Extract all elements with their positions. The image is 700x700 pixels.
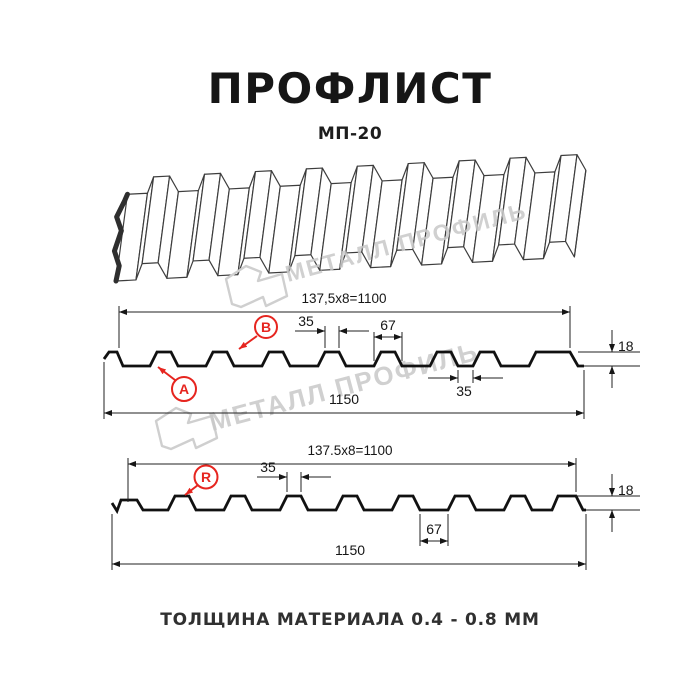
page-subtitle: МП-20: [317, 124, 383, 144]
dim-crest-width-top: 35: [298, 313, 314, 329]
dim-working-width-top: 137,5x8=1100: [302, 291, 387, 306]
point-marker-b: [254, 315, 278, 339]
dim-crest-width-bottom: 35: [260, 459, 276, 475]
dim-overall-width-top: 1150: [329, 391, 359, 407]
profile-section-bottom: 137.5x8=1100 1150 35 67 18 R: [110, 443, 640, 570]
dim-working-width-bottom: 137.5x8=1100: [308, 443, 393, 458]
profile-section-top: 137,5x8=1100 1150 35 67 35 18 A: [102, 291, 640, 419]
watermark-logo-icon: [224, 264, 289, 309]
dim-height-top: 18: [618, 338, 634, 354]
dim-height-bottom: 18: [618, 482, 634, 498]
point-label-r: R: [201, 469, 211, 485]
sheet-right-end-edge: [573, 170, 587, 258]
point-label-a: A: [179, 381, 189, 397]
profile-top-outline: [102, 350, 584, 368]
dim-valley-width: 67: [426, 521, 442, 537]
dim-overall-width-bottom: 1150: [335, 542, 365, 558]
dim-groove-width: 35: [456, 383, 472, 399]
point-label-b: B: [261, 319, 271, 335]
profile-bottom-outline: [110, 494, 586, 515]
point-marker-r: [193, 464, 219, 490]
watermark-lower: МЕТАЛЛ ПРОФИЛЬ: [154, 336, 482, 451]
sheet-cut-edge-dark: [111, 191, 130, 284]
point-marker-a: [171, 376, 197, 402]
page-title: ПРОФЛИСТ: [207, 64, 493, 113]
sheet-3d-drawing: [110, 153, 591, 284]
material-thickness-note: ТОЛЩИНА МАТЕРИАЛА 0.4 - 0.8 ММ: [160, 610, 540, 630]
dim-rib-base-width: 67: [380, 317, 396, 333]
